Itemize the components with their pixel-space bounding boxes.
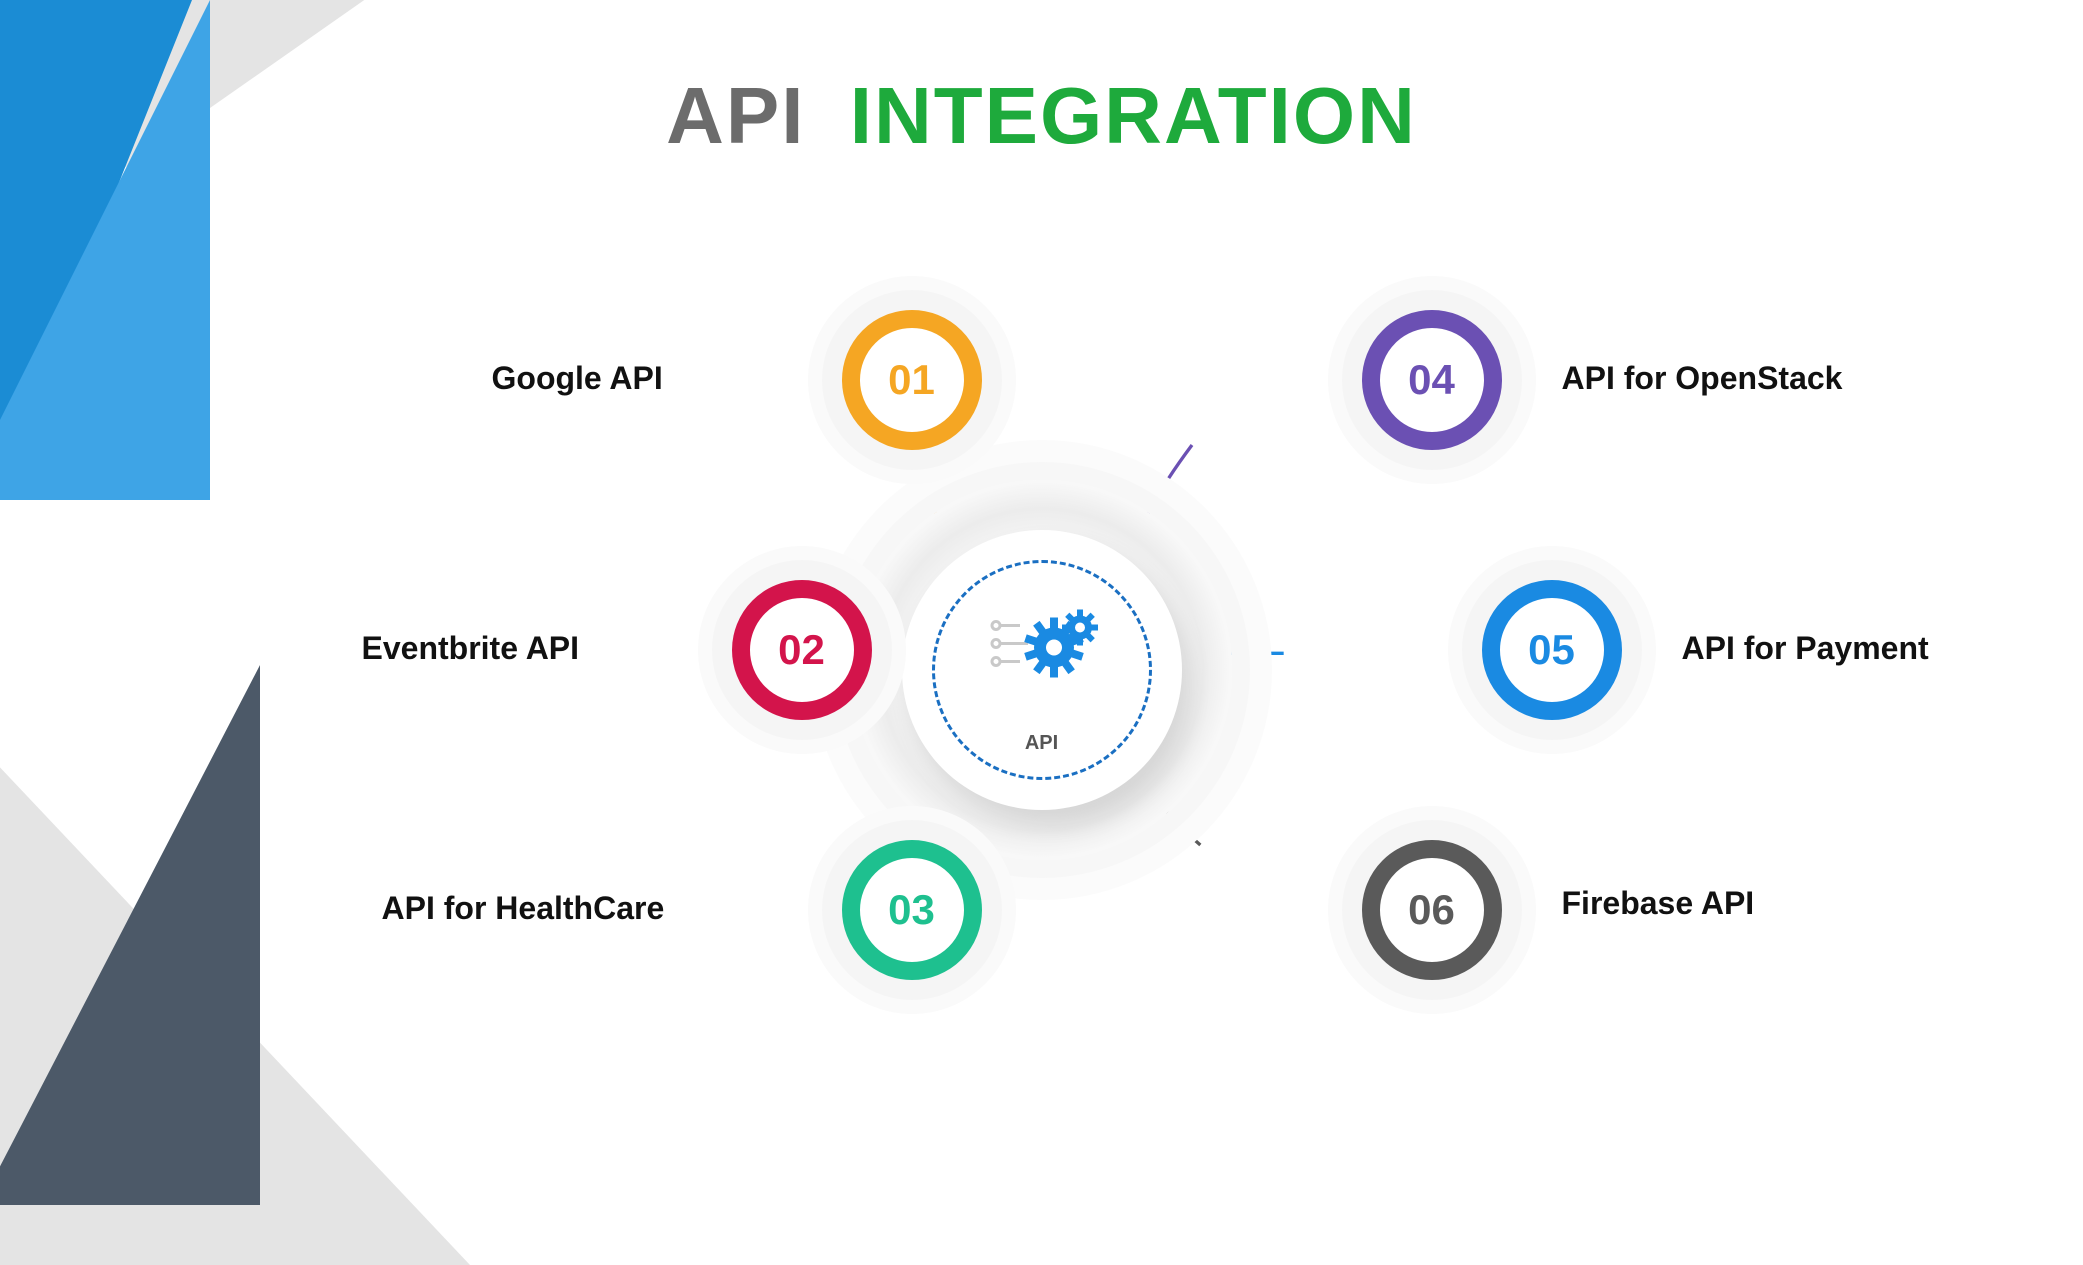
node-number-01: 01 [888,356,935,404]
node-label-02: Eventbrite API [362,630,580,667]
node-05: 05 [1462,560,1642,740]
node-label-05: API for Payment [1682,630,1929,667]
gear-icon: // replicate gear teeth (function(){ con… [982,606,1102,701]
node-ring-04: 04 [1362,310,1502,450]
node-number-03: 03 [888,886,935,934]
node-number-04: 04 [1408,356,1455,404]
node-label-06: Firebase API [1562,885,1755,922]
node-ring-01: 01 [842,310,982,450]
page-title: API INTEGRATION [0,70,2083,162]
hub-outer-ring: // replicate gear teeth (function(){ con… [852,480,1232,860]
node-ring-02: 02 [732,580,872,720]
node-label-01: Google API [492,360,663,397]
node-02: 02 [712,560,892,740]
node-number-06: 06 [1408,886,1455,934]
node-04: 04 [1342,290,1522,470]
bg-triangle-darkgray [0,665,260,1205]
hub-label: API [1025,732,1058,755]
node-ring-05: 05 [1482,580,1622,720]
hub-disc: // replicate gear teeth (function(){ con… [902,530,1182,810]
node-ring-06: 06 [1362,840,1502,980]
node-03: 03 [822,820,1002,1000]
title-word-2: INTEGRATION [850,71,1417,160]
node-number-02: 02 [778,626,825,674]
title-word-1: API [666,71,805,160]
node-06: 06 [1342,820,1522,1000]
node-label-03: API for HealthCare [382,890,665,927]
node-ring-03: 03 [842,840,982,980]
api-integration-diagram: // replicate gear teeth (function(){ con… [342,260,1742,1080]
node-01: 01 [822,290,1002,470]
node-label-04: API for OpenStack [1562,360,1843,397]
node-number-05: 05 [1528,626,1575,674]
